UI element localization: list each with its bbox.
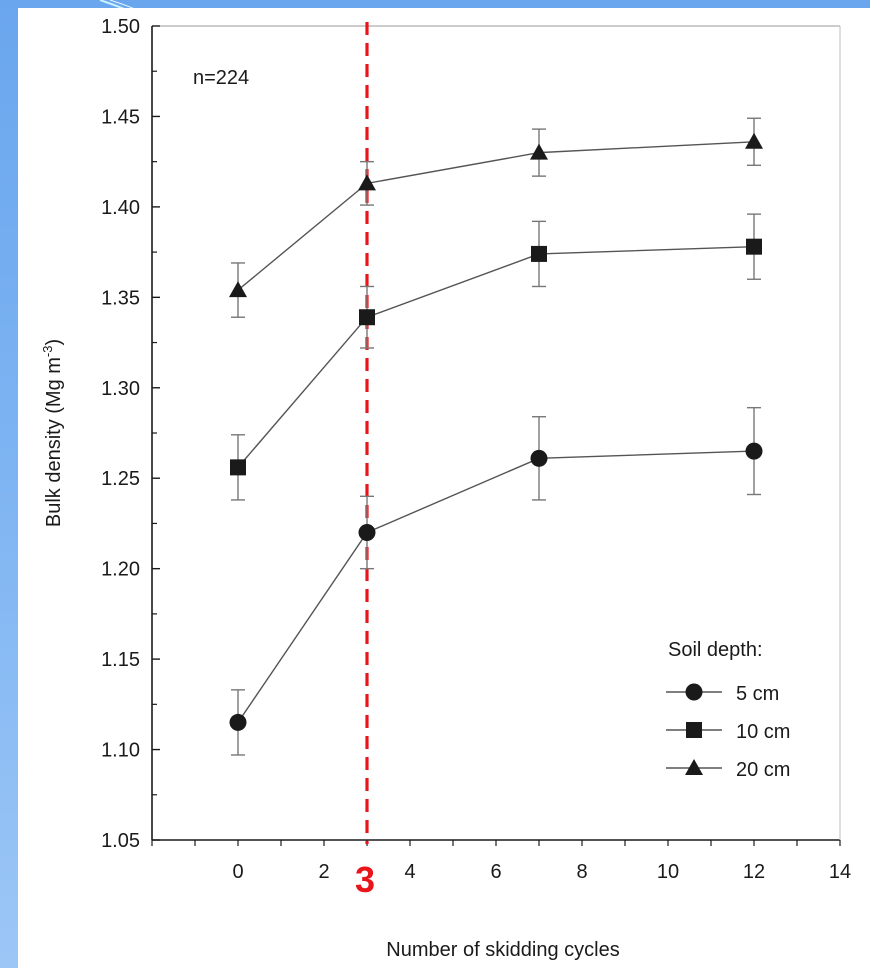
y-tick-label: 1.25 [101, 468, 140, 490]
series-line [237, 245, 755, 468]
series-triangle [229, 117, 763, 318]
data-point-triangle [745, 132, 763, 149]
x-tick-label: 4 [404, 861, 415, 883]
y-tick-label: 1.45 [101, 106, 140, 128]
y-tick-label: 1.30 [101, 378, 140, 400]
sample-size-annotation: n=224 [193, 67, 249, 89]
data-point-square [531, 245, 547, 262]
legend-marker-circle [685, 683, 703, 701]
data-point-triangle [530, 143, 548, 160]
x-tick-label: 8 [576, 861, 587, 883]
legend-marker-triangle [685, 759, 703, 775]
chart-axes [151, 25, 841, 841]
data-point-circle [229, 713, 247, 731]
data-point-circle [358, 523, 376, 541]
series-line [237, 450, 755, 723]
data-point-triangle [358, 174, 376, 191]
marker-line-label: 3 [355, 859, 375, 900]
x-tick-label: 6 [490, 861, 501, 883]
x-tick-label: 0 [232, 861, 243, 883]
data-point-square [230, 459, 246, 476]
y-tick-label: 1.05 [101, 830, 140, 852]
x-tick-label: 10 [657, 861, 679, 883]
legend-title: Soil depth: [668, 639, 763, 661]
marker-line-group: 3 [355, 22, 375, 900]
y-tick-label: 1.40 [101, 197, 140, 219]
legend-marker-square [686, 722, 702, 738]
data-point-square [746, 238, 762, 255]
y-axis-title: Bulk density (Mg m-3) [40, 339, 65, 527]
series-line [237, 141, 755, 291]
x-tick-label: 2 [318, 861, 329, 883]
series-group [229, 117, 763, 756]
y-axis-ticks: 1.05 1.10 1.15 1.20 1.25 1.30 1.35 1.40 1.45 1.50 [101, 16, 160, 852]
legend-label: 10 cm [736, 721, 790, 743]
y-tick-label: 1.10 [101, 740, 140, 762]
x-tick-label: 12 [743, 861, 765, 883]
data-point-circle [745, 442, 763, 460]
x-axis-ticks: 0 2 4 6 8 10 12 14 [151, 840, 851, 883]
y-tick-label: 1.15 [101, 649, 140, 671]
legend-label: 5 cm [736, 683, 779, 705]
bulk-density-chart: 1.05 1.10 1.15 1.20 1.25 1.30 1.35 1.40 1.45 1.50… [40, 16, 851, 961]
y-tick-label: 1.20 [101, 559, 140, 581]
series-square [230, 213, 762, 501]
data-point-circle [530, 449, 548, 467]
x-tick-label: 14 [829, 861, 851, 883]
series-circle [229, 406, 763, 756]
y-axis-title-superscript: -3 [40, 346, 55, 358]
legend-label: 20 cm [736, 759, 790, 781]
x-axis-title: Number of skidding cycles [386, 939, 619, 961]
y-tick-label: 1.35 [101, 287, 140, 309]
chart-card: 1.05 1.10 1.15 1.20 1.25 1.30 1.35 1.40 1.45 1.50… [18, 8, 870, 968]
y-axis-title-close: ) [43, 339, 65, 346]
y-axis-title-main: Bulk density (Mg m [43, 357, 65, 527]
y-tick-label: 1.50 [101, 16, 140, 38]
legend: Soil depth: 5 cm 10 cm 20 cm [666, 639, 790, 781]
data-point-square [359, 309, 375, 326]
data-point-triangle [229, 281, 247, 298]
